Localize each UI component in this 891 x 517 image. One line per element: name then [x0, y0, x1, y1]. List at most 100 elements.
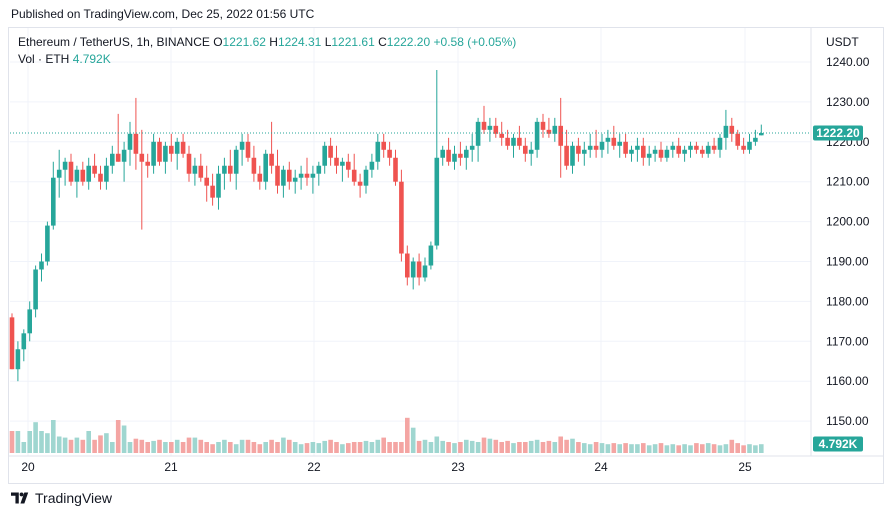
candle-body — [700, 149, 705, 154]
candle — [104, 157, 109, 190]
candle — [115, 113, 121, 162]
volume-bar — [458, 442, 463, 453]
candle-body — [310, 173, 316, 178]
volume-bar — [641, 443, 646, 453]
volume-bar — [222, 439, 227, 453]
candle — [570, 141, 575, 174]
candle-body — [180, 141, 186, 154]
volume-bar — [582, 443, 587, 453]
candle — [511, 133, 516, 158]
chart-frame — [8, 27, 884, 484]
volume-bar — [169, 442, 174, 453]
candle-body — [346, 161, 351, 170]
candle — [499, 121, 504, 146]
candle — [416, 253, 422, 286]
volume-bar — [652, 444, 658, 453]
candle-body — [127, 133, 133, 150]
volume-bar — [133, 438, 139, 453]
volume-bar — [499, 442, 504, 453]
candle-body — [222, 165, 227, 174]
volume-bar — [558, 436, 563, 453]
volume-bar — [540, 442, 546, 453]
volume-bar — [204, 442, 209, 453]
volume-bar — [446, 442, 451, 453]
candle-body — [139, 153, 145, 162]
time-tick-label: 23 — [451, 460, 465, 474]
candle-body — [676, 145, 681, 154]
candle-body — [387, 149, 392, 158]
grid-lines — [10, 28, 811, 456]
candle — [434, 69, 440, 250]
volume-bar — [735, 443, 740, 453]
time-tick-label: 20 — [21, 460, 35, 474]
candle — [292, 169, 298, 194]
price-tick-label: 1190.00 — [826, 255, 869, 269]
candle-body — [251, 157, 257, 174]
price-tick-label: 1200.00 — [826, 215, 870, 229]
candle-body — [670, 145, 676, 150]
volume-bar — [546, 440, 552, 453]
price-tick-label: 1160.00 — [826, 374, 869, 388]
candle-body — [257, 173, 263, 182]
volume-bar — [316, 443, 322, 453]
candle — [251, 145, 257, 182]
volume-bar — [310, 442, 316, 453]
candle-body — [705, 145, 711, 154]
candle-body — [605, 137, 611, 142]
candle — [446, 137, 451, 166]
candle-body — [552, 125, 558, 134]
candle-body — [56, 169, 62, 178]
candle-body — [375, 141, 381, 162]
candle — [593, 129, 599, 158]
candle — [51, 161, 56, 230]
open-value: 1221.62 — [222, 35, 266, 49]
candle — [487, 117, 493, 142]
candle-body — [570, 145, 575, 166]
candle — [133, 97, 139, 170]
candle-body — [328, 145, 333, 158]
volume-bar — [287, 439, 292, 453]
candle — [611, 125, 617, 150]
candle — [169, 133, 174, 162]
volume-bar — [186, 437, 192, 453]
candle-body — [682, 149, 687, 154]
candle-body — [729, 125, 735, 134]
candle-body — [664, 149, 670, 158]
candle-body — [735, 133, 740, 146]
candle — [670, 141, 676, 158]
volume-bar — [275, 442, 280, 453]
tradingview-brand[interactable]: TradingView — [11, 490, 112, 506]
candle — [741, 137, 746, 154]
candle — [664, 145, 670, 162]
volume-bar — [257, 444, 263, 453]
volume-bar — [15, 431, 21, 453]
candle-body — [281, 169, 286, 186]
volume-bar — [717, 445, 723, 453]
candle-body — [210, 185, 215, 198]
volume-bar — [747, 444, 752, 453]
symbol-title[interactable]: Ethereum / TetherUS, 1h, BINANCE — [18, 35, 210, 49]
candle — [198, 153, 204, 182]
candle — [646, 145, 652, 166]
candle — [239, 133, 245, 166]
candle-body — [381, 141, 386, 150]
candle — [27, 301, 32, 342]
price-axis-labels: 1240.001230.001220.001210.001200.001190.… — [826, 55, 870, 428]
volume-label[interactable]: Vol · ETH — [18, 52, 70, 66]
candle — [334, 145, 339, 174]
candle-body — [98, 173, 103, 182]
volume-bar — [56, 436, 62, 453]
price-tick-label: 1180.00 — [826, 294, 869, 308]
candle — [180, 133, 186, 158]
candle — [304, 157, 310, 186]
candle — [576, 137, 581, 162]
volume-bar — [298, 444, 304, 453]
candle-body — [121, 149, 127, 162]
time-tick-label: 22 — [307, 460, 321, 474]
volume-bar — [422, 439, 428, 453]
candle — [192, 157, 198, 186]
volume-bar — [68, 439, 74, 453]
candle — [39, 253, 44, 282]
high-value: 1224.31 — [277, 35, 322, 49]
